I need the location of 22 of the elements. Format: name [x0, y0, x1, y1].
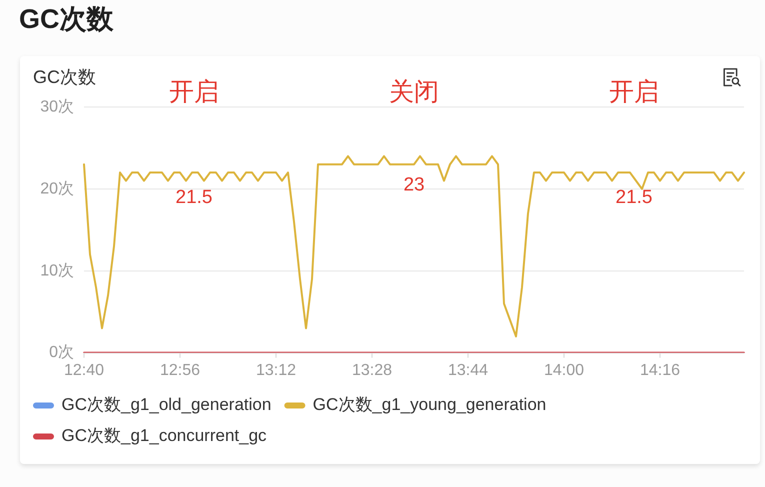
legend-label: GC次数_g1_old_generation	[62, 395, 272, 414]
text: 开启	[609, 78, 659, 106]
y-tick-label: 0次	[49, 344, 74, 362]
y-tick-label: 30次	[40, 98, 74, 116]
annotation: 21.5	[176, 186, 212, 208]
text: 开启	[169, 78, 219, 106]
text: 关闭	[389, 78, 439, 106]
annotation: 23	[403, 174, 425, 196]
y-tick-label: 10次	[40, 262, 74, 280]
legend-label: GC次数_g1_concurrent_gc	[62, 426, 268, 446]
x-tick-label: 14:00	[544, 362, 584, 379]
x-tick-label: 12:40	[64, 362, 104, 379]
chart-subtitle: GC次数	[33, 66, 96, 88]
y-tick-label: 20次	[40, 180, 74, 198]
x-tick-label: 13:28	[352, 362, 392, 379]
x-tick-label: 13:12	[256, 362, 296, 379]
legend-label: GC次数_g1_young_generation	[312, 395, 546, 414]
chart-title: GC次数	[19, 3, 114, 36]
x-tick-label: 14:16	[640, 362, 680, 379]
x-tick-label: 12:56	[160, 362, 200, 379]
annotation: 21.5	[616, 186, 652, 208]
x-tick-label: 13:44	[448, 362, 488, 379]
